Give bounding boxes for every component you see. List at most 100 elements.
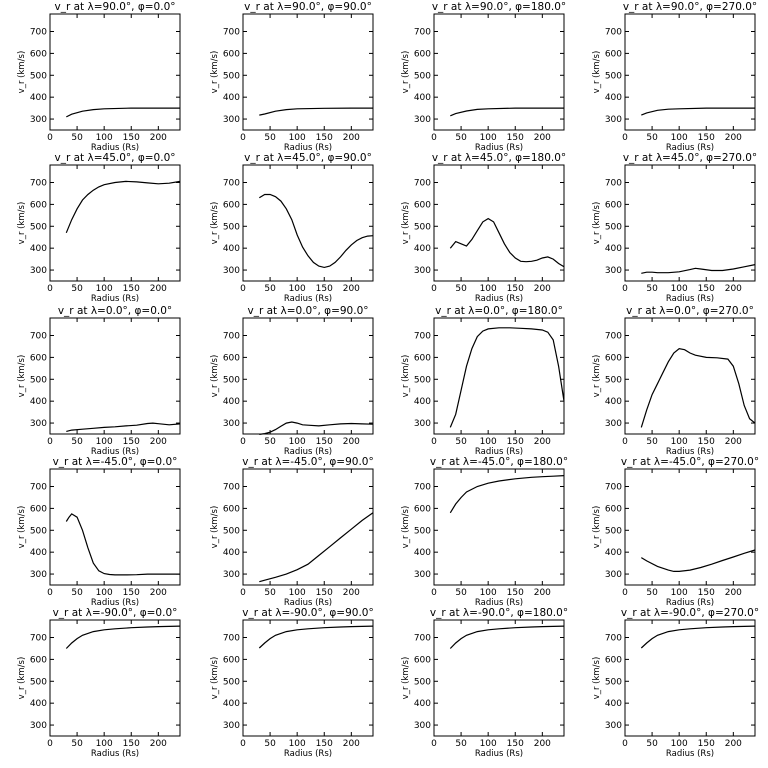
x-tick-label: 50 <box>455 588 467 598</box>
y-tick-label: 600 <box>605 49 622 59</box>
y-tick-label: 500 <box>223 526 240 536</box>
x-tick-label: 200 <box>343 133 360 143</box>
x-tick-label: 100 <box>96 133 113 143</box>
x-tick-label: 0 <box>240 284 246 294</box>
velocity-curve <box>450 107 564 117</box>
y-tick-label: 500 <box>223 677 240 687</box>
y-tick-label: 700 <box>223 28 240 38</box>
plot-frame <box>624 619 756 737</box>
y-tick-label: 700 <box>605 634 622 644</box>
subplot-title: v_r at λ=-90.0°, φ=270.0° <box>621 607 759 619</box>
y-tick-label: 400 <box>223 397 240 407</box>
y-tick-label: 500 <box>414 71 431 81</box>
y-tick-label: 400 <box>414 93 431 103</box>
x-tick-label: 200 <box>725 284 742 294</box>
x-axis-label: Radius (Rs) <box>284 749 332 759</box>
x-tick-label: 150 <box>507 133 524 143</box>
velocity-curve <box>259 421 374 435</box>
x-tick-label: 150 <box>507 437 524 447</box>
velocity-curve <box>449 327 565 428</box>
x-tick-label: 150 <box>123 739 140 749</box>
x-tick-label: 150 <box>698 437 715 447</box>
y-axis-label: v_r (km/s) <box>210 506 220 549</box>
subplot-title: v_r at λ=0.0°, φ=270.0° <box>626 305 754 317</box>
y-axis-label: v_r (km/s) <box>592 51 602 94</box>
x-tick-label: 100 <box>96 739 113 749</box>
velocity-curve <box>65 180 181 234</box>
subplot-title: v_r at λ=-45.0°, φ=270.0° <box>621 456 759 468</box>
x-tick-label: 100 <box>480 133 497 143</box>
subplot-title: v_r at λ=-90.0°, φ=180.0° <box>430 607 568 619</box>
y-tick-label: 500 <box>414 375 431 385</box>
x-tick-label: 0 <box>431 739 437 749</box>
y-axis-label: v_r (km/s) <box>210 202 220 245</box>
plot-frame <box>242 619 374 737</box>
subplot-title: v_r at λ=-45.0°, φ=90.0° <box>242 456 373 468</box>
x-tick-label: 50 <box>264 739 276 749</box>
y-axis-label: v_r (km/s) <box>592 355 602 398</box>
y-tick-label: 600 <box>414 49 431 59</box>
velocity-curve <box>259 512 374 583</box>
y-tick-label: 600 <box>414 655 431 665</box>
y-tick-label: 700 <box>605 28 622 38</box>
plot-frame <box>624 317 756 435</box>
x-tick-label: 100 <box>96 284 113 294</box>
y-tick-label: 500 <box>30 71 47 81</box>
y-axis-label: v_r (km/s) <box>17 506 27 549</box>
y-tick-label: 700 <box>414 634 431 644</box>
y-tick-label: 700 <box>414 483 431 493</box>
y-tick-label: 300 <box>605 721 622 731</box>
y-tick-label: 700 <box>30 28 47 38</box>
y-tick-label: 700 <box>605 483 622 493</box>
subplot-title: v_r at λ=90.0°, φ=90.0° <box>244 1 372 13</box>
y-axis-label: v_r (km/s) <box>401 506 411 549</box>
x-tick-label: 200 <box>150 739 167 749</box>
y-tick-label: 500 <box>30 375 47 385</box>
x-tick-label: 50 <box>455 739 467 749</box>
x-axis-label: Radius (Rs) <box>666 749 714 759</box>
x-tick-label: 50 <box>646 437 658 447</box>
x-tick-label: 150 <box>316 284 333 294</box>
y-tick-label: 700 <box>223 179 240 189</box>
y-tick-label: 600 <box>605 655 622 665</box>
x-tick-label: 0 <box>47 588 53 598</box>
y-tick-label: 500 <box>223 71 240 81</box>
y-tick-label: 700 <box>223 483 240 493</box>
subplot-title: v_r at λ=0.0°, φ=0.0° <box>58 305 172 317</box>
y-tick-label: 500 <box>605 375 622 385</box>
x-tick-label: 100 <box>671 437 688 447</box>
plot-frame <box>242 164 374 282</box>
x-tick-label: 200 <box>343 284 360 294</box>
subplot-7: v_r at λ=45.0°, φ=180.0° 0 50 100 150 200 300 4… <box>401 152 566 304</box>
x-tick-label: 50 <box>646 588 658 598</box>
y-axis-label: v_r (km/s) <box>592 202 602 245</box>
x-tick-label: 100 <box>96 437 113 447</box>
x-axis-label: Radius (Rs) <box>475 749 523 759</box>
y-tick-label: 300 <box>223 570 240 580</box>
y-tick-label: 700 <box>414 332 431 342</box>
x-tick-label: 100 <box>289 588 306 598</box>
y-tick-label: 500 <box>605 71 622 81</box>
subplot-12: v_r at λ=0.0°, φ=270.0° 0 50 100 150 200 300 40… <box>592 305 756 457</box>
plot-frame <box>433 13 565 131</box>
y-tick-label: 700 <box>223 332 240 342</box>
y-axis-label: v_r (km/s) <box>401 202 411 245</box>
x-tick-label: 100 <box>289 437 306 447</box>
subplot-title: v_r at λ=45.0°, φ=270.0° <box>623 152 757 164</box>
subplot-5: v_r at λ=45.0°, φ=0.0° 0 50 100 150 200 300 400… <box>17 152 181 304</box>
y-tick-label: 400 <box>605 244 622 254</box>
x-tick-label: 0 <box>240 739 246 749</box>
subplot-title: v_r at λ=45.0°, φ=180.0° <box>432 152 566 164</box>
y-tick-label: 300 <box>605 115 622 125</box>
velocity-curve <box>641 264 756 274</box>
y-axis-label: v_r (km/s) <box>401 657 411 700</box>
x-tick-label: 50 <box>646 739 658 749</box>
subplot-6: v_r at λ=45.0°, φ=90.0° 0 50 100 150 200 300 40… <box>210 152 374 304</box>
x-tick-label: 0 <box>240 133 246 143</box>
y-axis-label: v_r (km/s) <box>17 355 27 398</box>
x-tick-label: 100 <box>289 133 306 143</box>
x-tick-label: 150 <box>507 588 524 598</box>
subplot-title: v_r at λ=0.0°, φ=90.0° <box>248 305 369 317</box>
y-tick-label: 500 <box>223 375 240 385</box>
